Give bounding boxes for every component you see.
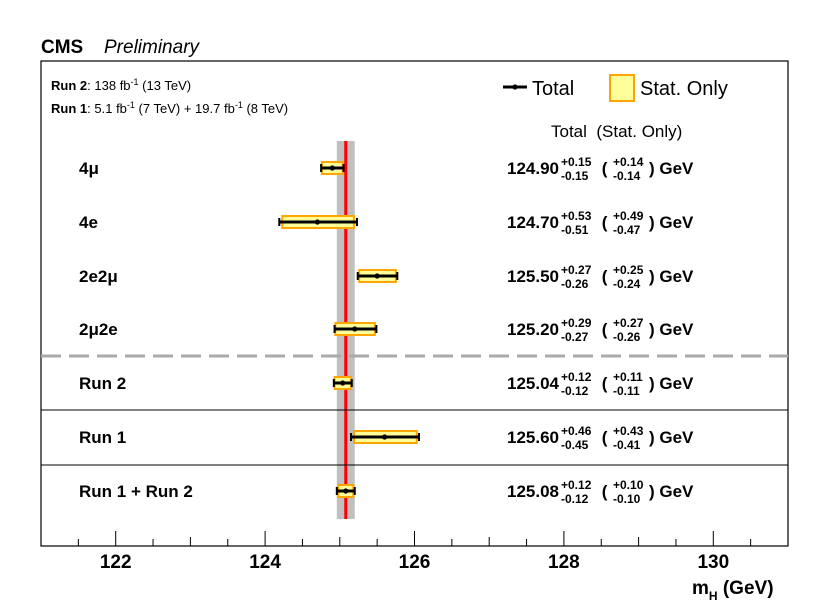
central-value-marker: [352, 326, 358, 332]
measurement-row: Run 2 125.04 +0.12 -0.12 (+0.11 -0.11) GeV: [79, 370, 694, 398]
central-value-marker: [374, 273, 380, 279]
measurement-row: 2μ2e 125.20 +0.29 -0.27 (+0.27 -0.26) GeV: [79, 316, 694, 344]
central-value-marker: [382, 434, 388, 440]
row-value: 125.50 +0.27 -0.26 (+0.25 -0.24) GeV: [507, 263, 694, 291]
x-tick-label: 130: [697, 552, 729, 573]
central-value-marker: [343, 488, 349, 494]
row-label: 2μ2e: [79, 320, 118, 339]
x-axis-label: mH (GeV): [692, 578, 774, 603]
legend: Total Stat. Only: [503, 74, 728, 102]
measurement-rows: 4μ 124.90 +0.15 -0.15 (+0.14 -0.14) GeV 4e 124…: [79, 155, 694, 506]
row-value: 125.04 +0.12 -0.12 (+0.11 -0.11) GeV: [507, 370, 694, 398]
measurement-row: 2e2μ 125.50 +0.27 -0.26 (+0.25 -0.24) GeV: [79, 263, 694, 291]
central-value-marker: [314, 219, 320, 225]
row-value: 124.90 +0.15 -0.15 (+0.14 -0.14) GeV: [507, 155, 694, 183]
legend-stat-box: [609, 74, 635, 102]
x-axis: 122 124 126 128 130: [77, 531, 752, 573]
column-header: Total (Stat. Only): [551, 122, 682, 141]
row-label: 4e: [79, 213, 98, 232]
row-value: 124.70 +0.53 -0.51 (+0.49 -0.47) GeV: [507, 209, 694, 237]
row-label: Run 1 + Run 2: [79, 482, 193, 501]
row-value: 125.08 +0.12 -0.12 (+0.10 -0.10) GeV: [507, 478, 694, 506]
measurement-row: Run 1 + Run 2 125.08 +0.12 -0.12 (+0.10 -0.1…: [79, 478, 694, 506]
x-tick-label: 122: [100, 552, 132, 573]
x-tick-label: 128: [548, 552, 580, 573]
status-label: Preliminary: [104, 37, 201, 58]
measurement-row: 4e 124.70 +0.53 -0.51 (+0.49 -0.47) GeV: [79, 209, 694, 237]
lumi-run2: Run 2: 138 fb-1 (13 TeV): [51, 77, 191, 93]
legend-total-label: Total: [532, 78, 574, 100]
experiment-label: CMS: [41, 37, 83, 58]
lumi-run1: Run 1: 5.1 fb-1 (7 TeV) + 19.7 fb-1 (8 T…: [51, 100, 288, 116]
row-value: 125.20 +0.29 -0.27 (+0.27 -0.26) GeV: [507, 316, 694, 344]
legend-stat-label: Stat. Only: [640, 78, 728, 100]
row-label: 2e2μ: [79, 267, 118, 286]
central-value-marker: [329, 165, 335, 171]
x-tick-label: 126: [399, 552, 431, 573]
row-label: 4μ: [79, 159, 99, 178]
legend-total-marker: [512, 84, 518, 90]
x-tick-label: 124: [249, 552, 281, 573]
row-label: Run 1: [79, 428, 126, 447]
central-value-marker: [340, 380, 346, 386]
measurement-row: 4μ 124.90 +0.15 -0.15 (+0.14 -0.14) GeV: [79, 155, 694, 183]
measurement-row: Run 1 125.60 +0.46 -0.45 (+0.43 -0.41) GeV: [79, 424, 694, 452]
row-label: Run 2: [79, 374, 126, 393]
row-value: 125.60 +0.46 -0.45 (+0.43 -0.41) GeV: [507, 424, 694, 452]
